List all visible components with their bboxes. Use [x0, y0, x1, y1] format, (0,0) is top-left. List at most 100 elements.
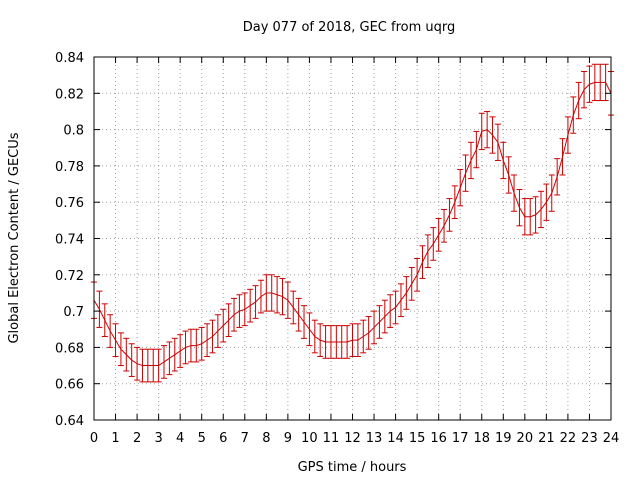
- x-tick-label: 1: [111, 431, 119, 446]
- error-bar: [516, 188, 523, 227]
- error-bar: [144, 348, 151, 383]
- error-bar: [279, 277, 286, 316]
- error-bar: [376, 305, 383, 339]
- error-bar: [231, 297, 238, 332]
- error-bar: [435, 218, 442, 252]
- error-bar: [591, 63, 598, 102]
- y-tick-label: 0.78: [55, 160, 84, 175]
- error-bar: [209, 319, 216, 354]
- error-bar: [581, 71, 588, 109]
- error-bar: [575, 81, 582, 120]
- x-tick-label: 10: [301, 431, 318, 446]
- x-tick-label: 18: [473, 431, 490, 446]
- y-tick-label: 0.72: [55, 269, 84, 284]
- error-bar: [182, 330, 189, 365]
- error-bar: [306, 312, 313, 347]
- error-bar: [155, 348, 162, 383]
- x-tick-label: 7: [241, 431, 249, 446]
- error-bar: [597, 63, 604, 102]
- x-tick-label: 9: [284, 431, 292, 446]
- error-bar: [268, 274, 275, 312]
- error-bar: [381, 299, 388, 334]
- y-axis-label: Global Electron Content / GECUs: [7, 132, 22, 343]
- error-bar: [123, 337, 130, 372]
- y-tick-label: 0.68: [55, 341, 84, 356]
- error-bar: [462, 154, 469, 192]
- error-bar: [349, 323, 356, 357]
- error-bar: [548, 174, 555, 212]
- error-bar: [241, 292, 248, 327]
- error-bar: [177, 334, 184, 368]
- error-bar: [478, 112, 485, 151]
- x-tick-label: 2: [133, 431, 141, 446]
- error-bar: [602, 63, 609, 102]
- error-bar: [128, 343, 135, 377]
- error-bar: [537, 190, 544, 229]
- error-bar: [327, 325, 334, 359]
- error-bar: [564, 116, 571, 154]
- error-bar: [166, 341, 173, 376]
- error-bar: [295, 297, 302, 332]
- error-bar: [387, 294, 394, 328]
- x-tick-label: 12: [344, 431, 361, 446]
- error-bar: [559, 138, 566, 176]
- error-bar: [511, 174, 518, 212]
- error-bar: [397, 283, 404, 318]
- error-bar: [214, 314, 221, 348]
- data-series: [91, 63, 614, 383]
- x-tick-label: 17: [452, 431, 469, 446]
- error-bar: [505, 156, 512, 194]
- error-bar: [424, 234, 431, 269]
- x-tick-label: 20: [517, 431, 534, 446]
- error-bar: [220, 308, 227, 343]
- grid: [94, 57, 611, 420]
- error-bar: [247, 288, 254, 323]
- error-bar: [112, 323, 119, 357]
- x-tick-label: 22: [560, 431, 577, 446]
- error-bar: [317, 323, 324, 357]
- error-bar: [527, 198, 534, 236]
- error-bar: [365, 316, 372, 350]
- error-bar: [274, 276, 281, 314]
- error-bar: [500, 141, 507, 180]
- x-tick-label: 24: [603, 431, 620, 446]
- x-tick-label: 11: [323, 431, 340, 446]
- error-bar: [107, 314, 114, 348]
- error-bar: [322, 325, 329, 359]
- x-tick-label: 23: [581, 431, 598, 446]
- error-bar: [333, 325, 340, 359]
- error-bar: [139, 348, 146, 383]
- error-bar: [225, 303, 232, 338]
- error-bar: [570, 96, 577, 134]
- x-axis-ticks: 0 1 2 3 4 5 6 7 8 9 10 11 12 13 14 15 16 17 18 19 20 21 22 23 24: [90, 57, 619, 446]
- error-bar: [257, 279, 264, 314]
- x-tick-label: 15: [409, 431, 426, 446]
- error-bar: [284, 281, 291, 319]
- error-bar: [161, 345, 168, 379]
- error-bar: [457, 169, 464, 207]
- error-bar: [150, 348, 157, 383]
- error-bar: [311, 319, 318, 354]
- y-tick-label: 0.66: [55, 378, 84, 393]
- error-bar: [489, 116, 496, 154]
- error-bar: [96, 290, 103, 328]
- x-tick-label: 8: [262, 431, 270, 446]
- error-bar: [408, 267, 415, 301]
- error-bar: [171, 337, 178, 372]
- x-tick-label: 21: [538, 431, 555, 446]
- error-bar: [101, 303, 108, 338]
- x-tick-label: 13: [366, 431, 383, 446]
- error-bar: [441, 208, 448, 243]
- error-bar: [414, 257, 421, 292]
- x-tick-label: 19: [495, 431, 512, 446]
- error-bar: [117, 332, 124, 367]
- error-bar: [360, 319, 367, 354]
- y-tick-label: 0.76: [55, 196, 84, 211]
- x-tick-label: 3: [154, 431, 162, 446]
- y-tick-label: 0.8: [63, 124, 84, 139]
- error-bar: [532, 196, 539, 234]
- error-bar: [236, 294, 243, 328]
- x-tick-label: 5: [198, 431, 206, 446]
- error-bar: [198, 326, 205, 361]
- error-bar: [301, 305, 308, 339]
